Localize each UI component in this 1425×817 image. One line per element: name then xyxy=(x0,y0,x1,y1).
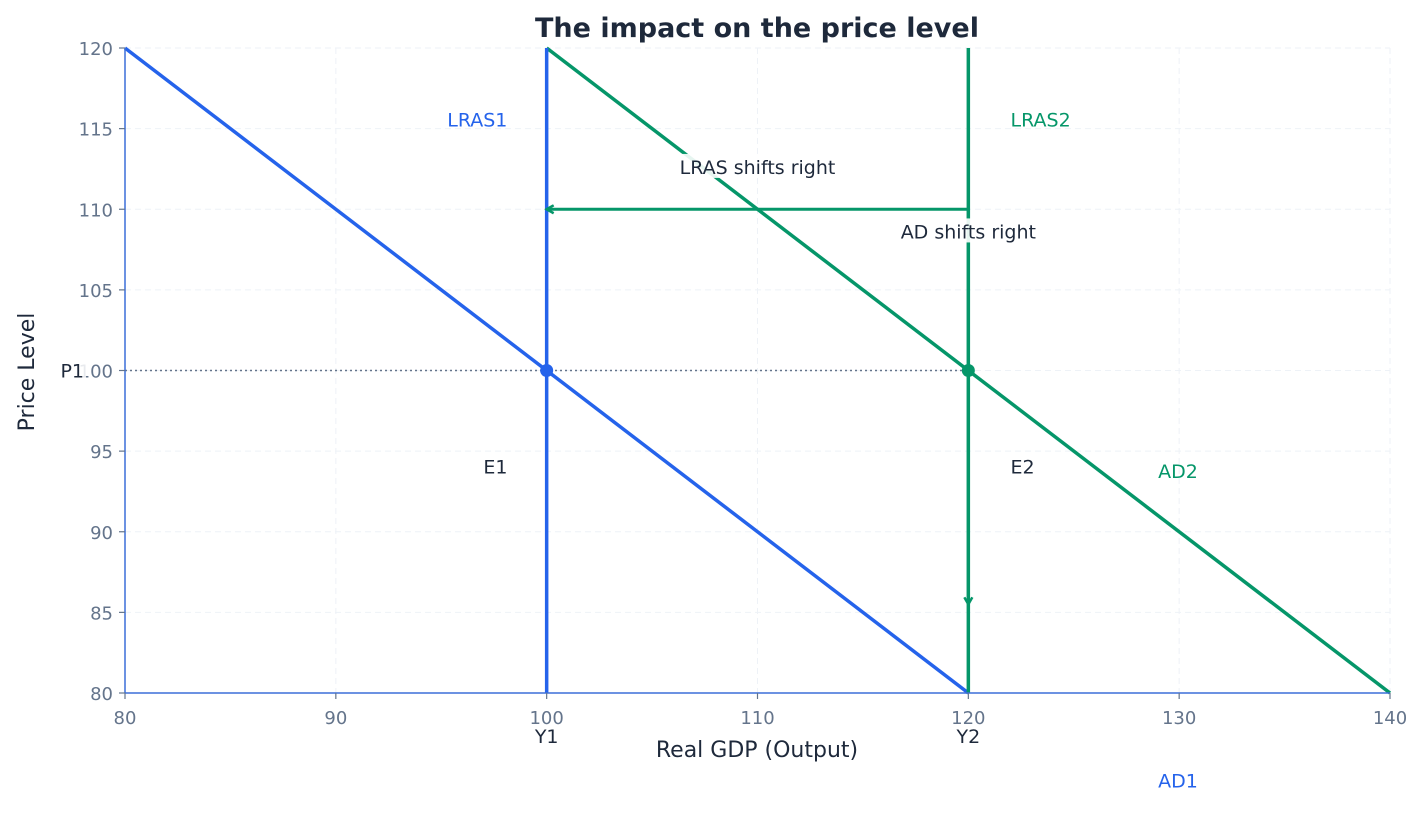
y-tick-label: 105 xyxy=(79,281,113,302)
y-axis-label: Price Level xyxy=(15,313,40,432)
output-label-y2: Y2 xyxy=(955,726,980,748)
equilibrium-point-e1 xyxy=(540,364,554,377)
annotation-background xyxy=(878,218,1059,243)
x-axis-label: Real GDP (Output) xyxy=(656,738,858,763)
p1-background xyxy=(52,357,86,382)
y-tick-label: 95 xyxy=(90,442,113,463)
x-tick-label: 90 xyxy=(324,708,347,729)
x-tick-label: 140 xyxy=(1373,708,1407,729)
y-tick-label: 85 xyxy=(90,603,113,624)
equilibrium-label: E1 xyxy=(483,456,507,478)
y-tick-label: 110 xyxy=(79,200,113,221)
y-tick-label: 80 xyxy=(90,684,113,705)
grid xyxy=(124,47,1391,694)
series-label-lras1: LRAS1 xyxy=(447,110,507,132)
x-tick-label: 80 xyxy=(114,708,137,729)
series-label-ad1: AD1 xyxy=(1158,771,1198,793)
output-label-y1: Y1 xyxy=(534,726,559,748)
shift-arrows xyxy=(547,209,969,604)
p1-label: P1 xyxy=(60,361,84,383)
equilibrium-label: E2 xyxy=(1011,456,1035,478)
chart-title: The impact on the price level xyxy=(535,13,979,44)
annotation-label: AD shifts right xyxy=(901,221,1036,243)
annotation-background xyxy=(656,153,859,178)
x-tick-label: 130 xyxy=(1162,708,1196,729)
labels: LRAS shifts right AD shifts right E1 E2 AD1 A… xyxy=(52,110,1198,793)
x-tick-label: 100 xyxy=(529,708,563,729)
series-label-lras2: LRAS2 xyxy=(1011,110,1071,132)
annotation-label: LRAS shifts right xyxy=(680,157,836,179)
x-tick-label: 120 xyxy=(951,708,985,729)
y-tick-label: 100 xyxy=(79,362,113,383)
series-label-ad2: AD2 xyxy=(1158,461,1198,483)
y-tick-label: 115 xyxy=(79,120,113,141)
axes: 80 90 100 110 120 130 140 80 85 90 95 100 105 110 115 1… xyxy=(79,39,1408,729)
y-tick-label: 120 xyxy=(79,39,113,60)
y-tick-label: 90 xyxy=(90,523,113,544)
x-tick-label: 110 xyxy=(740,708,774,729)
